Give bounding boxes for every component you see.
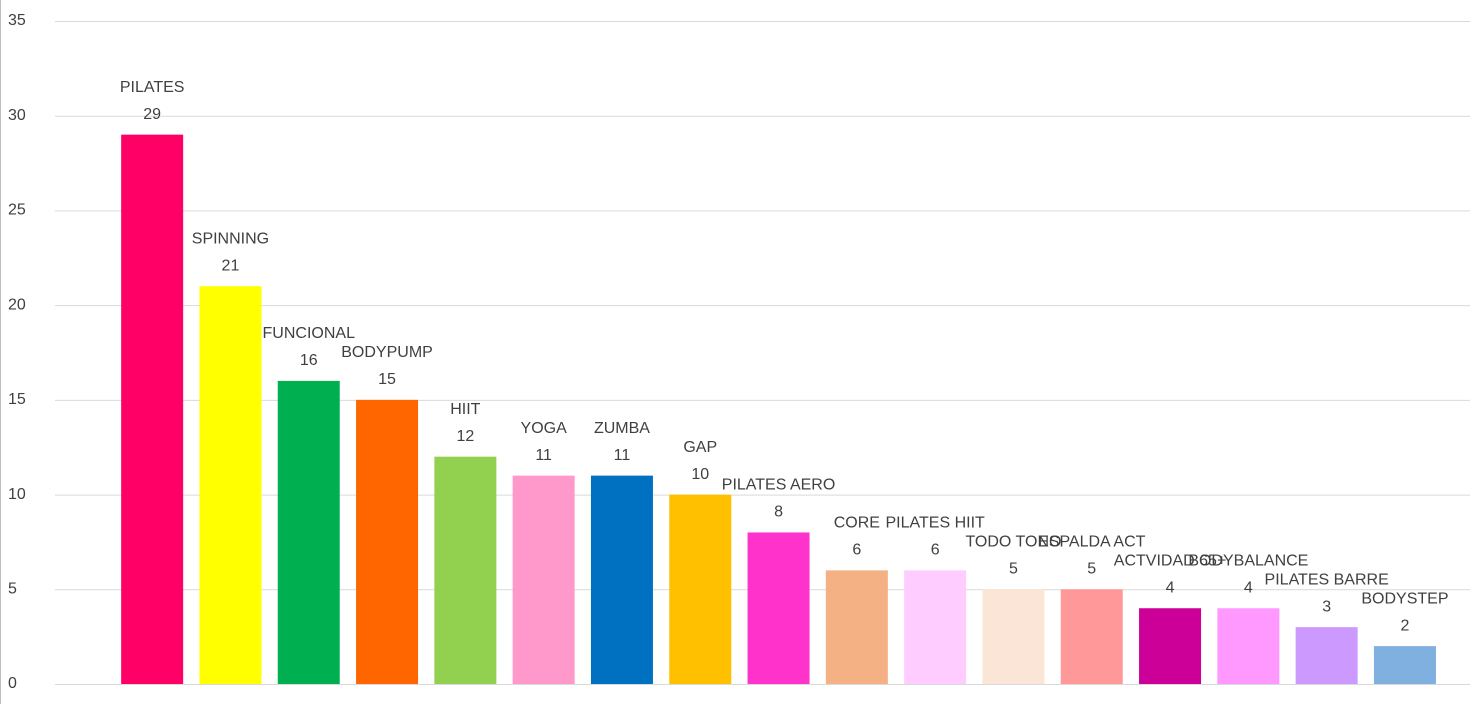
bar [904,570,967,684]
bar [434,456,497,684]
y-tick-label: 5 [8,581,17,598]
category-label: PILATES AERO [722,477,836,494]
bar [512,475,575,684]
bar [1295,627,1358,684]
value-label: 29 [143,106,161,123]
category-label: PILATES BARRE [1265,571,1389,588]
bar [982,589,1045,684]
value-label: 4 [1244,579,1253,596]
bar [825,570,888,684]
value-label: 21 [222,257,240,274]
category-label: ZUMBA [594,420,650,437]
category-label: HIIT [450,401,480,418]
bar [277,380,340,684]
bar [1139,608,1202,684]
value-label: 2 [1400,617,1409,634]
category-label: ACTVIDAD 65+ [1114,552,1226,569]
bar [1217,608,1280,684]
category-label: BODYBALANCE [1188,552,1308,569]
category-label: BODYPUMP [341,344,433,361]
category-label: TODO TONO [965,534,1061,551]
value-label: 11 [614,447,631,464]
value-label: 5 [1009,561,1018,578]
bar [590,475,653,684]
bar [356,399,419,684]
category-label: BODYSTEP [1361,590,1448,607]
category-label: ESPALDA ACT [1038,534,1146,551]
y-tick-label: 15 [8,391,26,408]
value-label: 6 [852,542,861,559]
value-label: 8 [774,504,783,521]
category-label: GAP [683,439,717,456]
value-label: 6 [931,542,940,559]
category-label: YOGA [521,420,568,437]
value-label: 16 [300,352,318,369]
y-tick-label: 35 [8,12,26,29]
value-label: 5 [1087,561,1096,578]
category-label: CORE [834,515,880,532]
value-label: 12 [456,428,474,445]
value-label: 3 [1322,598,1331,615]
category-label: FUNCIONAL [263,325,356,342]
category-label: PILATES [120,79,185,96]
bar [1060,589,1123,684]
value-label: 11 [535,447,552,464]
y-tick-label: 20 [8,296,26,313]
bar [747,532,810,684]
y-tick-label: 25 [8,202,26,219]
y-tick-label: 10 [8,486,26,503]
category-label: PILATES HIIT [886,515,986,532]
bar [121,134,184,684]
value-label: 15 [378,371,396,388]
value-label: 4 [1166,579,1175,596]
category-label: SPINNING [192,230,269,247]
bar [1373,646,1436,684]
y-tick-label: 30 [8,107,26,124]
bar [669,494,732,684]
bar [199,286,262,684]
y-tick-label: 0 [8,675,17,692]
value-label: 10 [691,466,709,483]
